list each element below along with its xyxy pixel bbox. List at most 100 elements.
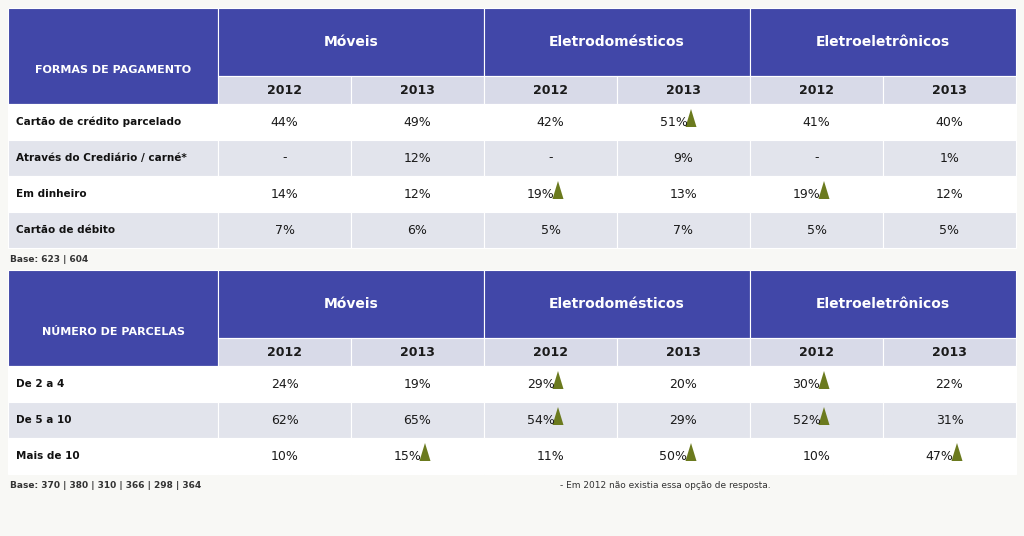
- Text: 49%: 49%: [403, 115, 431, 129]
- Text: 2013: 2013: [666, 84, 701, 96]
- Text: 2012: 2012: [267, 84, 302, 96]
- Polygon shape: [553, 181, 563, 199]
- Bar: [883, 338, 1016, 366]
- Polygon shape: [553, 407, 563, 425]
- Bar: [218, 366, 351, 402]
- Text: 51%: 51%: [659, 115, 687, 129]
- Bar: [351, 402, 484, 438]
- Bar: [351, 104, 484, 140]
- Bar: [484, 366, 617, 402]
- Text: Móveis: Móveis: [324, 35, 379, 49]
- Text: 11%: 11%: [537, 450, 564, 463]
- Text: Eletrodomésticos: Eletrodomésticos: [549, 297, 685, 311]
- Polygon shape: [818, 371, 829, 389]
- Text: 62%: 62%: [270, 413, 298, 427]
- Bar: [883, 104, 1016, 140]
- Bar: [8, 402, 218, 438]
- Bar: [8, 212, 218, 248]
- Bar: [8, 366, 218, 402]
- Text: Cartão de crédito parcelado: Cartão de crédito parcelado: [16, 117, 181, 127]
- Bar: [8, 104, 218, 140]
- Bar: [8, 8, 218, 104]
- Text: -: -: [548, 152, 553, 165]
- Bar: [883, 176, 1016, 212]
- Polygon shape: [420, 443, 430, 461]
- Text: Base: 370 | 380 | 310 | 366 | 298 | 364: Base: 370 | 380 | 310 | 366 | 298 | 364: [10, 481, 202, 490]
- Text: De 2 a 4: De 2 a 4: [16, 379, 65, 389]
- Bar: [8, 176, 218, 212]
- Text: 10%: 10%: [270, 450, 298, 463]
- Text: 5%: 5%: [541, 224, 560, 236]
- Bar: [8, 438, 218, 474]
- Polygon shape: [553, 371, 563, 389]
- Text: 12%: 12%: [403, 188, 431, 200]
- Text: 7%: 7%: [274, 224, 295, 236]
- Text: Mais de 10: Mais de 10: [16, 451, 80, 461]
- Text: 15%: 15%: [393, 450, 422, 463]
- Text: 47%: 47%: [926, 450, 953, 463]
- Text: 1%: 1%: [940, 152, 959, 165]
- Bar: [484, 76, 617, 104]
- Text: 20%: 20%: [670, 377, 697, 391]
- Text: 29%: 29%: [526, 377, 554, 391]
- Bar: [351, 338, 484, 366]
- Bar: [750, 402, 883, 438]
- Text: 7%: 7%: [674, 224, 693, 236]
- Text: Eletrodomésticos: Eletrodomésticos: [549, 35, 685, 49]
- Bar: [750, 338, 883, 366]
- Bar: [218, 176, 351, 212]
- Bar: [883, 140, 1016, 176]
- Text: 2012: 2012: [799, 346, 834, 359]
- Bar: [750, 270, 1016, 338]
- Text: 2012: 2012: [799, 84, 834, 96]
- Bar: [218, 438, 351, 474]
- Text: 54%: 54%: [526, 413, 554, 427]
- Bar: [883, 402, 1016, 438]
- Text: 10%: 10%: [803, 450, 830, 463]
- Bar: [750, 140, 883, 176]
- Text: 22%: 22%: [936, 377, 964, 391]
- Bar: [351, 212, 484, 248]
- Text: 19%: 19%: [403, 377, 431, 391]
- Bar: [617, 176, 750, 212]
- Bar: [750, 176, 883, 212]
- Bar: [218, 338, 351, 366]
- Text: 2012: 2012: [267, 346, 302, 359]
- Text: 2013: 2013: [932, 84, 967, 96]
- Bar: [484, 338, 617, 366]
- Text: 5%: 5%: [807, 224, 826, 236]
- Text: 14%: 14%: [270, 188, 298, 200]
- Bar: [883, 212, 1016, 248]
- Text: 44%: 44%: [270, 115, 298, 129]
- Text: 30%: 30%: [793, 377, 820, 391]
- Bar: [617, 140, 750, 176]
- Bar: [484, 212, 617, 248]
- Bar: [218, 270, 484, 338]
- Bar: [617, 402, 750, 438]
- Polygon shape: [951, 443, 963, 461]
- Polygon shape: [685, 443, 696, 461]
- Bar: [484, 438, 617, 474]
- Text: 6%: 6%: [408, 224, 427, 236]
- Bar: [351, 438, 484, 474]
- Text: FORMAS DE PAGAMENTO: FORMAS DE PAGAMENTO: [35, 65, 191, 76]
- Text: De 5 a 10: De 5 a 10: [16, 415, 72, 425]
- Bar: [218, 8, 484, 76]
- Bar: [484, 8, 750, 76]
- Text: Base: 623 | 604: Base: 623 | 604: [10, 255, 88, 264]
- Text: 40%: 40%: [936, 115, 964, 129]
- Bar: [218, 104, 351, 140]
- Bar: [617, 338, 750, 366]
- Bar: [883, 76, 1016, 104]
- Text: -: -: [814, 152, 819, 165]
- Text: 19%: 19%: [526, 188, 554, 200]
- Bar: [218, 76, 351, 104]
- Text: 50%: 50%: [659, 450, 687, 463]
- Bar: [484, 402, 617, 438]
- Text: 12%: 12%: [936, 188, 964, 200]
- Text: 2012: 2012: [534, 84, 568, 96]
- Text: 2013: 2013: [400, 84, 435, 96]
- Text: 41%: 41%: [803, 115, 830, 129]
- Text: 2013: 2013: [400, 346, 435, 359]
- Text: 2012: 2012: [534, 346, 568, 359]
